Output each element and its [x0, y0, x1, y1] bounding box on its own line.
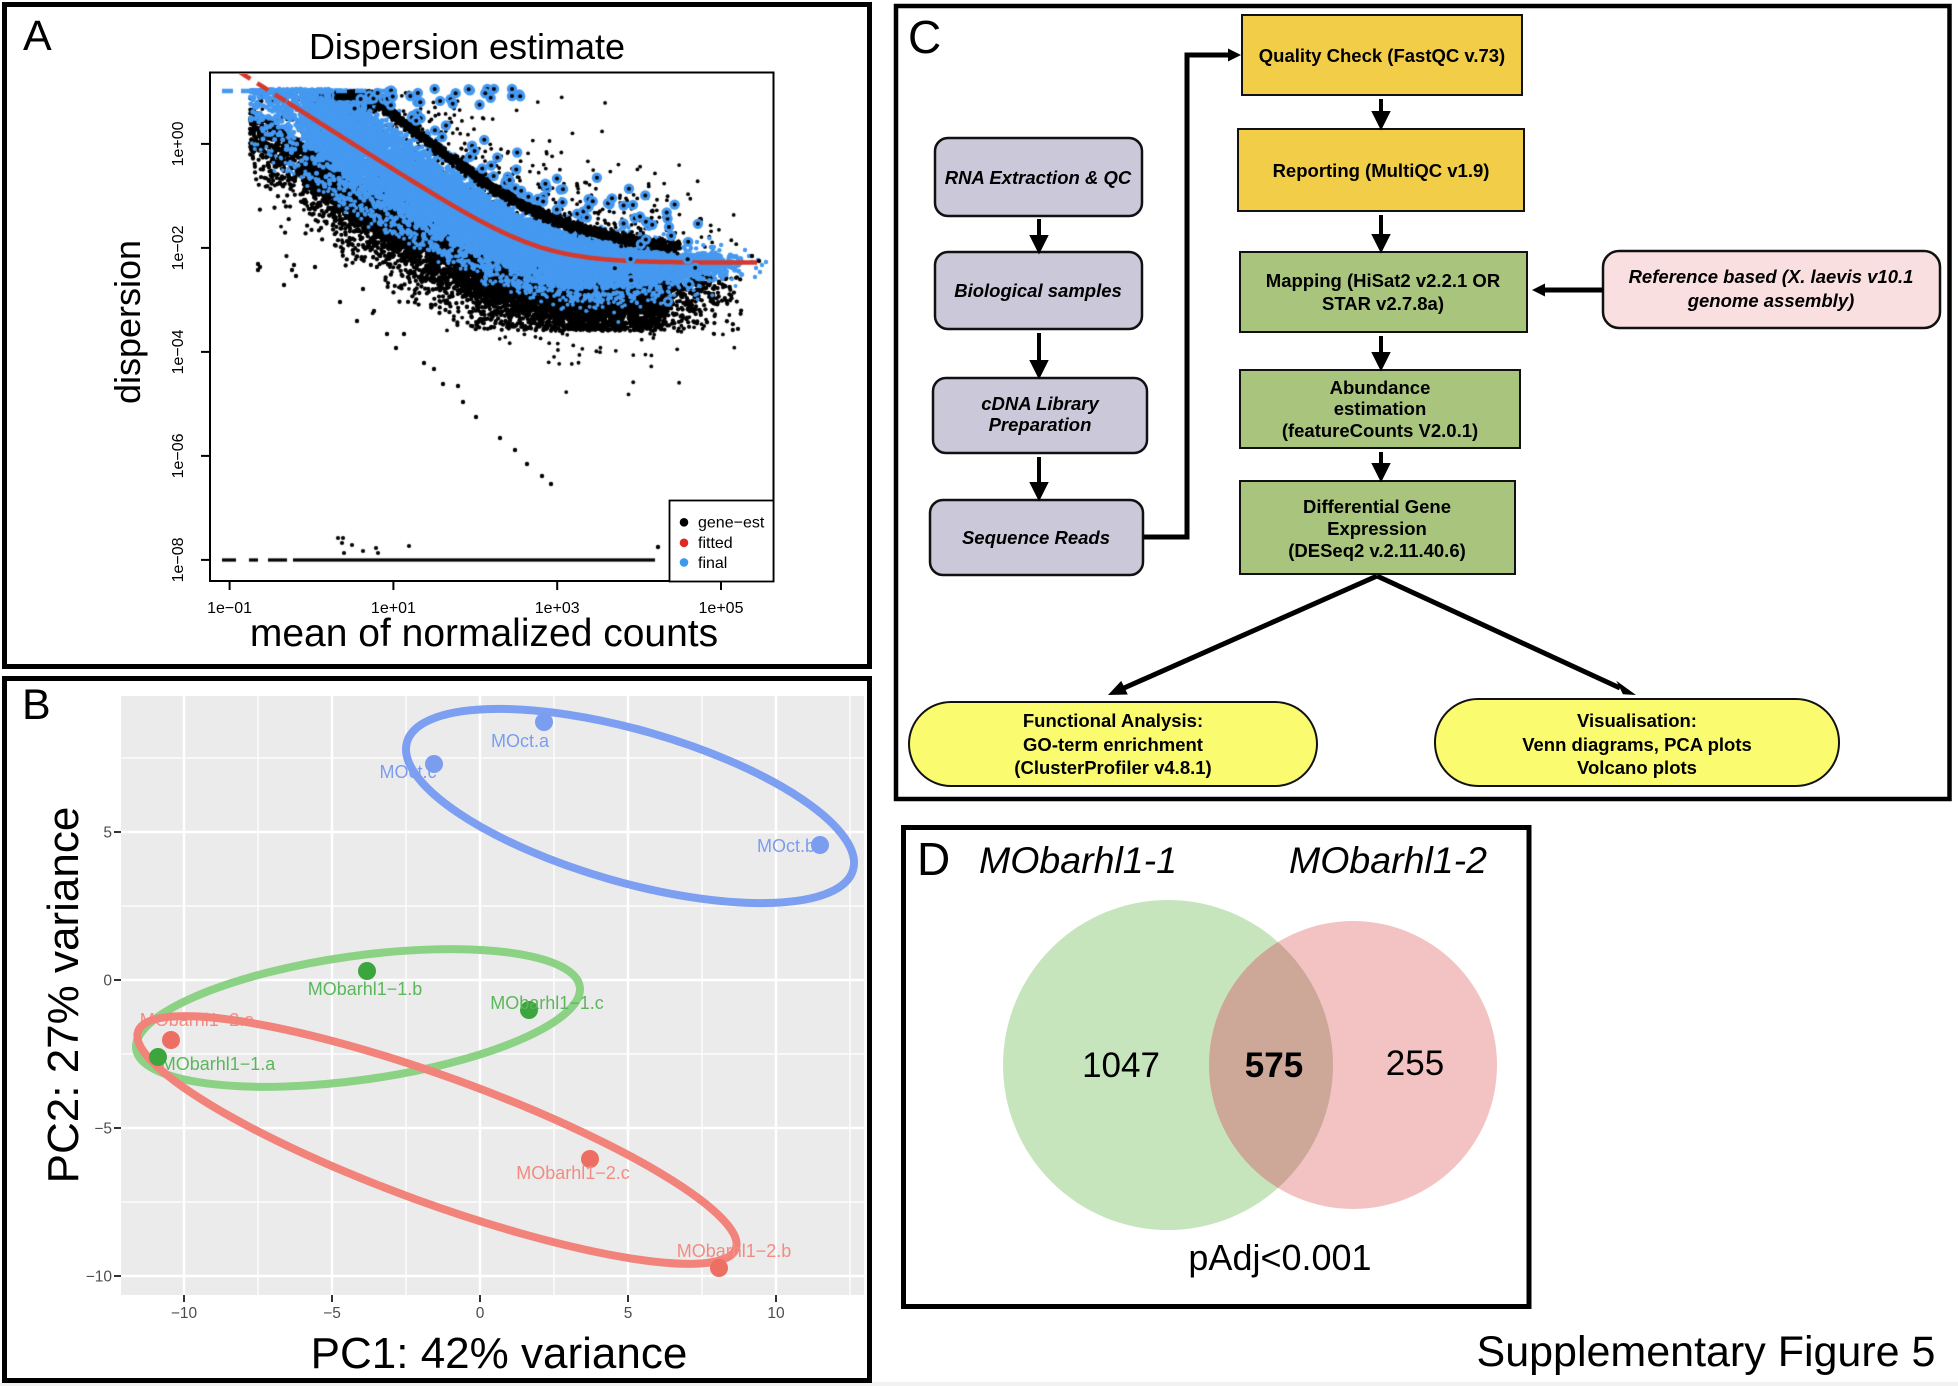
svg-text:PC1: 42% variance: PC1: 42% variance: [311, 1329, 688, 1378]
svg-text:575: 575: [1245, 1046, 1303, 1085]
svg-text:Biological samples: Biological samples: [954, 280, 1122, 301]
svg-text:1e−02: 1e−02: [170, 225, 187, 270]
svg-text:genome assembly): genome assembly): [1687, 290, 1855, 311]
svg-text:5: 5: [103, 825, 112, 842]
svg-text:5: 5: [624, 1305, 633, 1322]
svg-text:fitted: fitted: [698, 535, 733, 552]
svg-text:(featureCounts V2.0.1): (featureCounts V2.0.1): [1282, 420, 1478, 441]
svg-text:MOct.a: MOct.a: [491, 731, 550, 751]
svg-text:MObarhl1−1.a: MObarhl1−1.a: [161, 1054, 277, 1074]
svg-text:(DESeq2 v.2.11.40.6): (DESeq2 v.2.11.40.6): [1288, 540, 1466, 561]
svg-text:1e−06: 1e−06: [170, 433, 187, 478]
svg-text:Abundance: Abundance: [1330, 377, 1431, 398]
svg-text:1e−04: 1e−04: [170, 329, 187, 374]
svg-text:Quality Check (FastQC v.73): Quality Check (FastQC v.73): [1259, 45, 1505, 66]
svg-text:1e+05: 1e+05: [699, 600, 744, 617]
svg-text:Dispersion estimate: Dispersion estimate: [309, 26, 625, 67]
svg-text:1e−08: 1e−08: [170, 537, 187, 582]
svg-text:MObarhl1−1.c: MObarhl1−1.c: [490, 993, 604, 1013]
svg-text:MObarhl1−2.b: MObarhl1−2.b: [677, 1241, 792, 1261]
svg-text:MObarhl1−2.c: MObarhl1−2.c: [516, 1163, 630, 1183]
svg-text:MOct.c: MOct.c: [380, 762, 437, 782]
svg-text:−10: −10: [86, 1269, 113, 1286]
svg-text:PC2: 27% variance: PC2: 27% variance: [39, 807, 88, 1184]
svg-text:Supplementary Figure 5: Supplementary Figure 5: [1477, 1328, 1936, 1376]
svg-text:A: A: [23, 12, 52, 60]
svg-text:Preparation: Preparation: [989, 414, 1092, 435]
svg-text:MOct.b: MOct.b: [757, 836, 815, 856]
svg-text:RNA Extraction & QC: RNA Extraction & QC: [945, 167, 1132, 188]
svg-text:STAR v2.7.8a): STAR v2.7.8a): [1322, 293, 1444, 314]
svg-text:MObarhl1−1.b: MObarhl1−1.b: [308, 979, 423, 999]
svg-text:C: C: [908, 11, 941, 63]
svg-text:final: final: [698, 555, 727, 572]
svg-text:cDNA Library: cDNA Library: [981, 393, 1100, 414]
svg-text:gene−est: gene−est: [698, 515, 765, 532]
svg-text:MObarhl1-2: MObarhl1-2: [1289, 839, 1487, 881]
svg-text:−10: −10: [171, 1305, 198, 1322]
svg-text:Mapping (HiSat2 v2.2.1 OR: Mapping (HiSat2 v2.2.1 OR: [1266, 270, 1500, 291]
svg-text:Reference based (X. laevis v10: Reference based (X. laevis v10.1: [1629, 266, 1914, 287]
svg-text:255: 255: [1386, 1044, 1444, 1083]
svg-text:Reporting (MultiQC v1.9): Reporting (MultiQC v1.9): [1273, 160, 1490, 181]
svg-text:−5: −5: [323, 1305, 341, 1322]
svg-text:dispersion: dispersion: [107, 240, 148, 404]
svg-text:pAdj<0.001: pAdj<0.001: [1188, 1237, 1371, 1278]
svg-text:Venn diagrams, PCA plots: Venn diagrams, PCA plots: [1522, 734, 1752, 755]
svg-text:1e+03: 1e+03: [535, 600, 580, 617]
svg-text:Volcano plots: Volcano plots: [1577, 757, 1697, 778]
svg-text:estimation: estimation: [1334, 398, 1427, 419]
svg-text:−5: −5: [94, 1121, 112, 1138]
svg-text:MObarhl1-1: MObarhl1-1: [979, 839, 1177, 881]
svg-text:mean of normalized counts: mean of normalized counts: [250, 612, 718, 655]
svg-text:1e+01: 1e+01: [371, 600, 416, 617]
svg-text:1047: 1047: [1082, 1046, 1160, 1085]
svg-text:0: 0: [103, 973, 112, 990]
svg-text:Differential Gene: Differential Gene: [1303, 496, 1451, 517]
svg-text:0: 0: [476, 1305, 485, 1322]
svg-text:B: B: [22, 681, 51, 729]
svg-text:10: 10: [767, 1305, 785, 1322]
svg-text:Visualisation:: Visualisation:: [1577, 710, 1697, 731]
svg-text:1e−01: 1e−01: [207, 600, 252, 617]
svg-text:Sequence Reads: Sequence Reads: [962, 527, 1110, 548]
svg-text:Functional Analysis:: Functional Analysis:: [1023, 710, 1203, 731]
svg-text:GO-term enrichment: GO-term enrichment: [1023, 734, 1203, 755]
svg-text:Expression: Expression: [1327, 518, 1427, 539]
svg-text:(ClusterProfiler v4.8.1): (ClusterProfiler v4.8.1): [1014, 757, 1211, 778]
svg-text:1e+00: 1e+00: [170, 121, 187, 166]
svg-text:D: D: [917, 833, 950, 885]
